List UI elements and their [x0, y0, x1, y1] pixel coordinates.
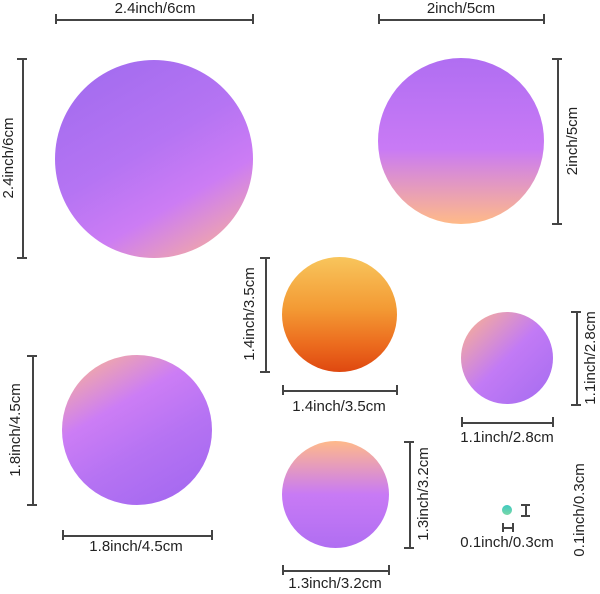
circle-sticker-medium-large [378, 58, 544, 224]
dimension-cap [502, 523, 504, 532]
width-dimension-line [55, 19, 253, 21]
dimension-cap [27, 355, 37, 357]
width-label: 2.4inch/6cm [114, 0, 196, 17]
circle-sticker-small [461, 312, 553, 404]
height-label: 1.3inch/3.2cm [415, 447, 432, 541]
dimension-cap [552, 58, 562, 60]
dimension-cap [512, 523, 514, 532]
dimension-cap [27, 504, 37, 506]
dimension-cap [571, 404, 581, 406]
width-label: 1.4inch/3.5cm [292, 398, 386, 415]
height-label: 1.8inch/4.5cm [7, 383, 24, 477]
height-label: 1.1inch/2.8cm [582, 311, 599, 405]
dimension-cap [571, 311, 581, 313]
width-label: 1.8inch/4.5cm [89, 538, 183, 555]
height-dimension-line [32, 355, 34, 505]
width-dimension-line [282, 390, 397, 392]
height-dimension-line [525, 504, 527, 516]
height-label: 1.4inch/3.5cm [241, 267, 258, 361]
dimension-cap [282, 385, 284, 395]
dimension-cap [552, 223, 562, 225]
dimension-cap [17, 58, 27, 60]
dimension-cap [211, 530, 213, 540]
height-dimension-line [265, 257, 267, 372]
dimension-cap [378, 14, 380, 24]
height-label: 2inch/5cm [564, 106, 581, 176]
width-dimension-line [502, 527, 513, 529]
height-dimension-line [576, 311, 578, 405]
circle-sticker-large [55, 60, 253, 258]
height-label: 2.4inch/6cm [0, 117, 17, 199]
height-dimension-line [409, 441, 411, 548]
dimension-cap [521, 515, 530, 517]
dimension-cap [260, 257, 270, 259]
width-label: 2inch/5cm [426, 0, 496, 17]
circle-sticker-medium-small [282, 441, 389, 548]
circle-sticker-medium [62, 355, 212, 505]
width-dimension-line [461, 422, 553, 424]
dimension-cap [55, 14, 57, 24]
height-label: 0.1inch/0.3cm [571, 463, 588, 557]
width-label: 1.1inch/2.8cm [460, 429, 554, 446]
circle-sticker-orange [282, 257, 397, 372]
dimension-cap [388, 565, 390, 575]
height-dimension-line [557, 58, 559, 224]
dimension-cap [396, 385, 398, 395]
dimension-cap [521, 504, 530, 506]
dimension-cap [252, 14, 254, 24]
dimension-cap [260, 371, 270, 373]
dimension-cap [461, 417, 463, 427]
dimension-cap [404, 441, 414, 443]
circle-sticker-tiny [502, 505, 512, 515]
width-label: 0.1inch/0.3cm [460, 534, 554, 551]
dimension-cap [404, 547, 414, 549]
width-dimension-line [62, 535, 212, 537]
height-dimension-line [22, 58, 24, 258]
dimension-cap [543, 14, 545, 24]
dimension-cap [552, 417, 554, 427]
dimension-cap [17, 257, 27, 259]
dimension-cap [282, 565, 284, 575]
dimension-cap [62, 530, 64, 540]
width-dimension-line [378, 19, 544, 21]
width-dimension-line [282, 570, 389, 572]
width-label: 1.3inch/3.2cm [288, 575, 382, 592]
